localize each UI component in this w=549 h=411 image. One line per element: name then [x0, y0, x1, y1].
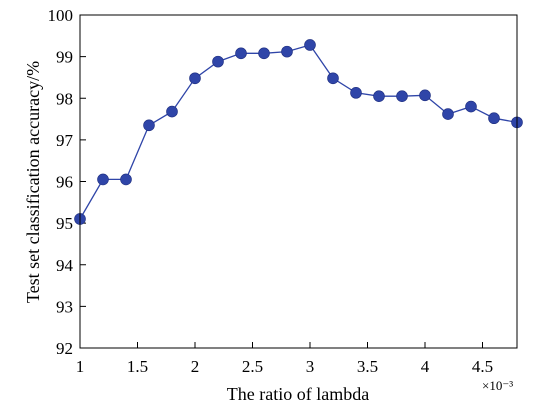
- data-point: [189, 72, 201, 85]
- data-point: [488, 112, 500, 125]
- y-tick-label: 96: [56, 173, 73, 192]
- x-tick-label: 2.5: [242, 357, 263, 376]
- data-point: [235, 47, 247, 60]
- plot-layer: [74, 39, 523, 225]
- series-line: [79, 44, 518, 220]
- data-point: [166, 105, 178, 118]
- y-tick-label: 92: [56, 339, 73, 358]
- x-axis-ticks: 1 1.5 2 2.5 3 3.5 4 4.5: [76, 342, 493, 376]
- y-tick-label: 94: [56, 256, 74, 275]
- y-tick-label: 98: [56, 89, 73, 108]
- plot-frame: [79, 14, 518, 349]
- data-point: [281, 45, 293, 58]
- data-point: [396, 90, 408, 102]
- data-point: [258, 47, 270, 60]
- data-point: [350, 87, 362, 99]
- axes-frame: [79, 14, 518, 349]
- y-tick-label: 97: [56, 131, 74, 150]
- y-tick-label: 93: [56, 297, 73, 316]
- x-tick-label: 2: [191, 357, 200, 376]
- y-axis-label: Test set classification accuracy/%: [23, 61, 43, 303]
- y-tick-label: 95: [56, 214, 73, 233]
- x-tick-label: 1: [76, 357, 85, 376]
- x-tick-label: 1.5: [127, 357, 148, 376]
- data-point: [442, 108, 454, 120]
- data-point: [419, 89, 431, 102]
- x-axis-exponent-label: ×10⁻³: [482, 378, 513, 393]
- x-tick-label: 3: [306, 357, 315, 376]
- data-point: [373, 90, 385, 102]
- y-tick-label: 99: [56, 48, 73, 67]
- x-tick-label: 4.5: [472, 357, 493, 376]
- x-tick-label: 4: [421, 357, 430, 376]
- data-point: [120, 173, 132, 186]
- data-point: [465, 100, 477, 113]
- data-point: [143, 119, 155, 132]
- x-tick-label: 3.5: [357, 357, 378, 376]
- y-tick-label: 100: [48, 6, 74, 25]
- data-point: [327, 72, 339, 85]
- data-point: [212, 55, 224, 68]
- y-axis-ticks: 92 93 94 95 96 97 98 99 100: [48, 6, 86, 358]
- data-point: [304, 39, 316, 51]
- data-point: [97, 173, 109, 186]
- x-axis-label: The ratio of lambda: [227, 384, 369, 404]
